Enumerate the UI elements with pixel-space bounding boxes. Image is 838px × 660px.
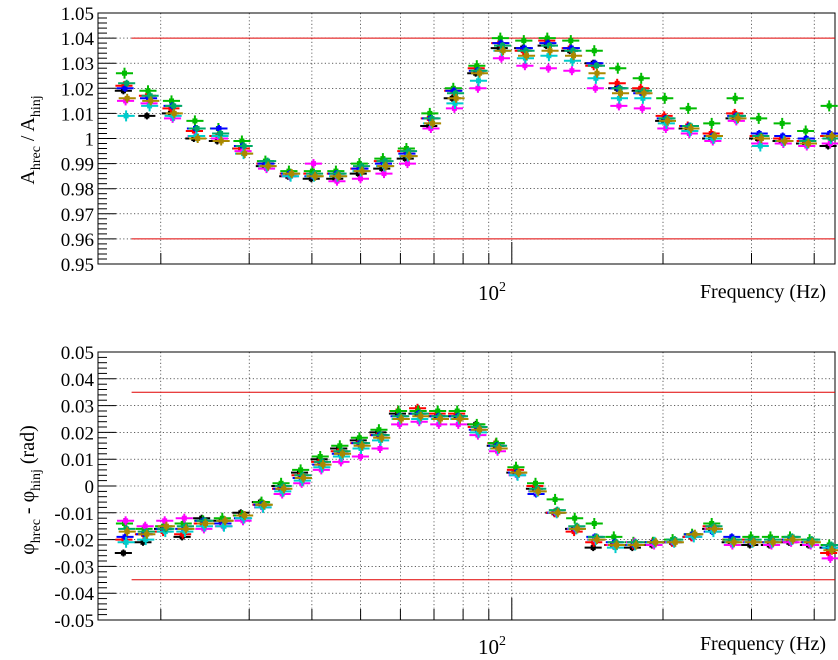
y-axis-label: Ahrec / Ahinj (17, 95, 44, 184)
y-tick-label: 1.04 (61, 29, 95, 50)
y-tick-label: 1 (85, 130, 95, 151)
y-axis-label: φhrec - φhinj (rad) (17, 425, 44, 554)
x-tick-label-100: 102 (478, 634, 506, 659)
y-tick-label: 0 (85, 477, 95, 498)
phase-difference-plot: -0.05 -0.04 -0.03 -0.02 -0.01 0 0.01 0.02 0.03 0.… (17, 343, 838, 659)
y-tick-label: -0.02 (54, 531, 94, 552)
y-tick-label: -0.05 (54, 611, 94, 632)
y-tick-label: 1.05 (61, 4, 94, 25)
x-axis-label: Frequency (Hz) (700, 281, 826, 303)
y-tick-label: 0.04 (61, 370, 95, 391)
y-tick-label: 0.96 (61, 230, 94, 251)
y-tick-label: -0.04 (54, 584, 94, 605)
y-tick-label: 0.95 (61, 255, 94, 276)
y-tick-label: 1.01 (61, 104, 94, 125)
y-tick-labels: 0.95 0.96 0.97 0.98 0.99 1 1.01 1.02 1.03 1.04 1.0… (61, 4, 95, 276)
y-tick-label: 0.01 (61, 450, 94, 471)
y-tick-labels: -0.05 -0.04 -0.03 -0.02 -0.01 0 0.01 0.02 0.03 0.… (54, 343, 94, 632)
y-tick-label: 0.97 (61, 205, 94, 226)
x-axis-label: Frequency (Hz) (700, 633, 826, 655)
y-tick-label: -0.01 (54, 504, 94, 525)
y-tick-label: 0.99 (61, 155, 94, 176)
x-tick-label-100: 102 (478, 280, 506, 305)
y-tick-label: 1.03 (61, 54, 94, 75)
amplitude-ratio-plot: 0.95 0.96 0.97 0.98 0.99 1 1.01 1.02 1.03 1.04 1.0… (17, 4, 838, 305)
y-tick-label: 0.98 (61, 180, 94, 201)
y-tick-label: -0.03 (54, 557, 94, 578)
y-tick-label: 0.02 (61, 423, 94, 444)
y-tick-label: 0.03 (61, 397, 94, 418)
y-tick-label: 0.05 (61, 343, 94, 364)
y-tick-label: 1.02 (61, 79, 94, 100)
